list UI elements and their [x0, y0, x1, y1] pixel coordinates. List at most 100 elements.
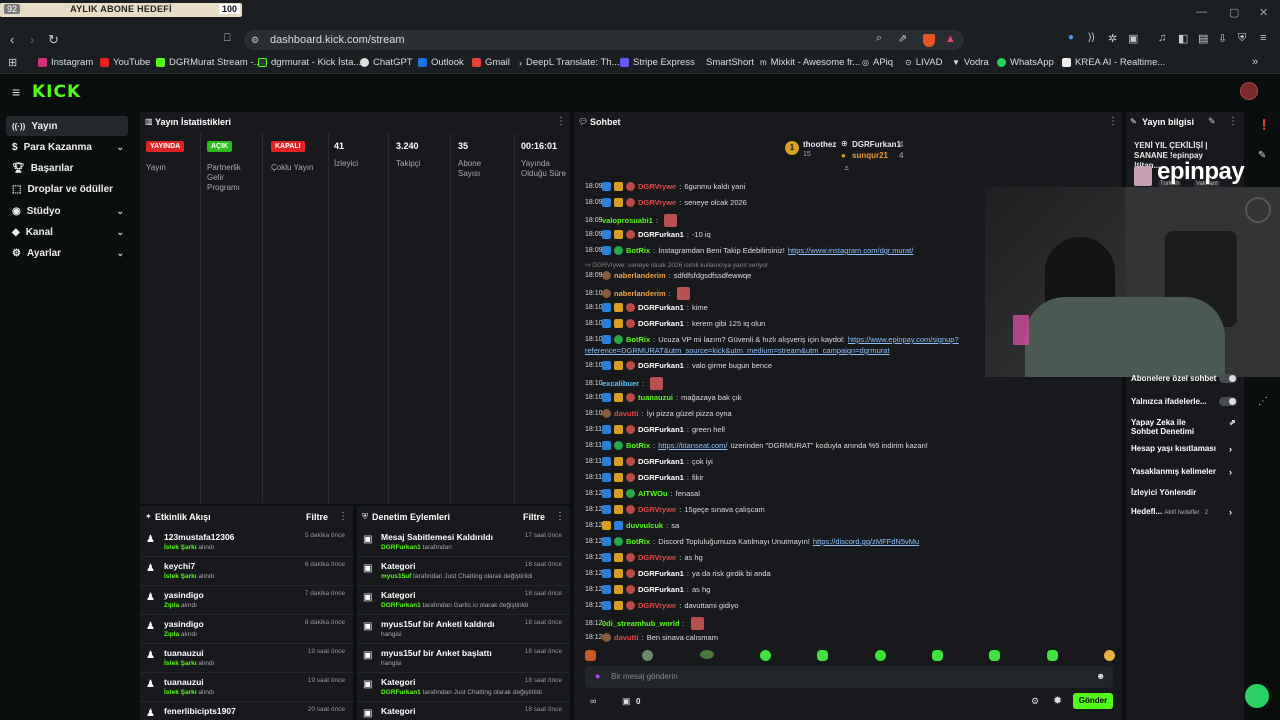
message-username[interactable]: DGRFurkan1: [638, 361, 684, 370]
sidebar-toggle-icon[interactable]: ◧: [1178, 33, 1189, 45]
bookmark-stripe[interactable]: Stripe Express: [620, 57, 695, 68]
sidebar-item-kanal[interactable]: ◆ Kanal ⌄: [6, 222, 128, 242]
more-bookmarks-icon[interactable]: »: [1252, 56, 1259, 68]
bookmark-gmail[interactable]: Gmail: [472, 57, 510, 68]
message-username[interactable]: DGRFurkan1: [638, 425, 684, 434]
top-gifter-name[interactable]: thoothez: [803, 140, 837, 149]
chat-setting[interactable]: Yalnızca ifadelerle...: [1131, 397, 1239, 406]
site-info-icon[interactable]: ⚙: [251, 35, 260, 45]
more-options-icon[interactable]: ⋮: [1108, 116, 1118, 127]
viewers-icon[interactable]: ∞: [590, 696, 597, 706]
message-username[interactable]: AITWOu: [638, 489, 668, 498]
message-username[interactable]: DGRVrywe: [638, 505, 677, 514]
maximize-icon[interactable]: ▢: [1229, 7, 1240, 19]
bookmark-instagram[interactable]: Instagram: [38, 57, 93, 68]
message-username[interactable]: 0di_streamhub_world: [602, 619, 680, 628]
message-username[interactable]: DGRFurkan1: [638, 585, 684, 594]
apps-grid-icon[interactable]: ⊞: [8, 57, 18, 69]
url-text[interactable]: dashboard.kick.com/stream: [270, 34, 405, 46]
puzzle-icon[interactable]: ✲: [1108, 33, 1118, 45]
sidebar-item-ayarlar[interactable]: ⚙ Ayarlar ⌄: [6, 243, 128, 263]
message-username[interactable]: BotRix: [626, 537, 651, 546]
expand-icon[interactable]: ⩡: [844, 163, 850, 173]
chat-setting[interactable]: Hedefl... Aktif hedefler · 2 ›: [1131, 507, 1239, 517]
sidebar-item-yayin[interactable]: ((·)) Yayın: [6, 116, 128, 136]
sidebar-item-studyo[interactable]: ◉ Stüdyo ⌄: [6, 201, 128, 221]
sidebar-item-basarilar[interactable]: 🏆︎ Başarılar: [6, 158, 128, 178]
message-username[interactable]: DGRFurkan1: [638, 569, 684, 578]
message-link[interactable]: https://discord.gg/zMFFdN5vMu: [812, 537, 920, 546]
bookmark-vodra[interactable]: ▼ Vodra: [952, 57, 989, 68]
message-username[interactable]: DGRVrywe: [638, 601, 677, 610]
send-button[interactable]: Gönder: [1073, 693, 1113, 709]
chat-setting[interactable]: Abonelere özel sohbet: [1131, 374, 1239, 383]
chat-setting[interactable]: Yapay Zeka ile Sohbet Denetimi ⇗: [1131, 418, 1239, 436]
bookmark-apiq[interactable]: ◎ APiq: [862, 57, 893, 68]
mic-icon[interactable]: ●: [595, 671, 601, 681]
message-username[interactable]: naberlanderim: [614, 289, 666, 298]
more-options-icon[interactable]: ⋮: [1228, 116, 1238, 127]
activity-user[interactable]: keychi7: [164, 561, 196, 571]
activity-user[interactable]: tuanauzui: [164, 677, 204, 687]
bookmark-smartshort[interactable]: SmartShort: [697, 57, 754, 68]
zoom-icon[interactable]: ⌕: [876, 32, 883, 44]
more-options-icon[interactable]: ⋮: [338, 511, 348, 522]
back-icon[interactable]: ‹: [10, 32, 15, 47]
message-username[interactable]: davutti: [614, 409, 639, 418]
chat-input[interactable]: [585, 666, 1113, 688]
activity-user[interactable]: tuanauzui: [164, 648, 204, 658]
bookmark-mixkit[interactable]: m Mixkit - Awesome fr...: [760, 57, 860, 68]
emote-icon[interactable]: [1046, 650, 1058, 661]
share-nodes-icon[interactable]: ⋰: [1258, 396, 1268, 407]
extension-icon[interactable]: )): [1088, 32, 1095, 43]
menu-icon[interactable]: ≡: [1260, 32, 1267, 44]
activity-user[interactable]: fenerlibicipts1907: [164, 706, 236, 716]
message-username[interactable]: BotRix: [626, 246, 651, 255]
toggle-switch[interactable]: [1219, 374, 1237, 383]
message-username[interactable]: excalibuer: [602, 379, 640, 388]
activity-user[interactable]: yasindigo: [164, 590, 204, 600]
message-username[interactable]: tuanauzui: [638, 393, 673, 402]
message-username[interactable]: BotRix: [626, 441, 651, 450]
reload-icon[interactable]: ↻: [48, 32, 59, 47]
sidebar-item-para-kazanma[interactable]: $ Para Kazanma ⌄: [6, 137, 128, 157]
bookmark-outlook[interactable]: Outlook: [418, 57, 464, 68]
message-username[interactable]: duvvulcuk: [626, 521, 664, 530]
address-bar[interactable]: [244, 30, 964, 50]
close-icon[interactable]: ✕: [1259, 7, 1269, 19]
info-icon[interactable]: ❗: [1258, 120, 1271, 131]
message-username[interactable]: DGRFurkan1: [638, 457, 684, 466]
downloads-icon[interactable]: ⇩: [1218, 33, 1228, 45]
settings-icon[interactable]: ✹: [1053, 695, 1063, 707]
brave-shield-icon[interactable]: [923, 34, 935, 47]
screenshot-icon[interactable]: ▣: [1128, 33, 1139, 45]
message-username[interactable]: DGRFurkan1: [638, 319, 684, 328]
message-username[interactable]: DGRFurkan1: [638, 473, 684, 482]
whatsapp-float-button[interactable]: [1245, 684, 1269, 708]
music-icon[interactable]: ♫: [1158, 32, 1167, 44]
message-username[interactable]: DGRVrywe: [638, 182, 677, 191]
emote-icon[interactable]: [759, 650, 771, 661]
moderation-filter-button[interactable]: Filtre: [523, 512, 546, 522]
activity-user[interactable]: 123mustafa12306: [164, 532, 235, 542]
emote-icon[interactable]: [989, 650, 1001, 661]
kick-logo[interactable]: KICK: [32, 82, 82, 102]
activity-user[interactable]: yasindigo: [164, 619, 204, 629]
rewards-icon[interactable]: ▲: [945, 33, 956, 45]
message-username[interactable]: DGRFurkan1: [638, 303, 684, 312]
bookmark-icon[interactable]: ⎕: [224, 32, 231, 44]
message-username[interactable]: BotRix: [626, 335, 651, 344]
wallet-icon[interactable]: ▤: [1198, 33, 1209, 45]
more-options-icon[interactable]: ⋮: [556, 116, 566, 127]
bookmark-livad[interactable]: ⊙ LIVAD: [905, 57, 942, 68]
bookmark-youtube[interactable]: YouTube: [100, 57, 150, 68]
vpn-icon[interactable]: ●: [1068, 32, 1075, 43]
message-username[interactable]: valoprosuabi1: [602, 216, 653, 225]
bookmark-kick-dgrmurat[interactable]: dgrmurat - Kick İsta...: [258, 57, 361, 68]
emote-icon[interactable]: [1103, 650, 1115, 661]
emote-icon[interactable]: [585, 650, 596, 661]
emote-icon[interactable]: [642, 650, 654, 661]
bookmark-deepl[interactable]: › DeepL Translate: Th...: [519, 57, 619, 68]
bookmark-dgrmurat-stream[interactable]: DGRMurat Stream -...: [156, 57, 261, 68]
message-username[interactable]: davutti: [614, 633, 639, 642]
